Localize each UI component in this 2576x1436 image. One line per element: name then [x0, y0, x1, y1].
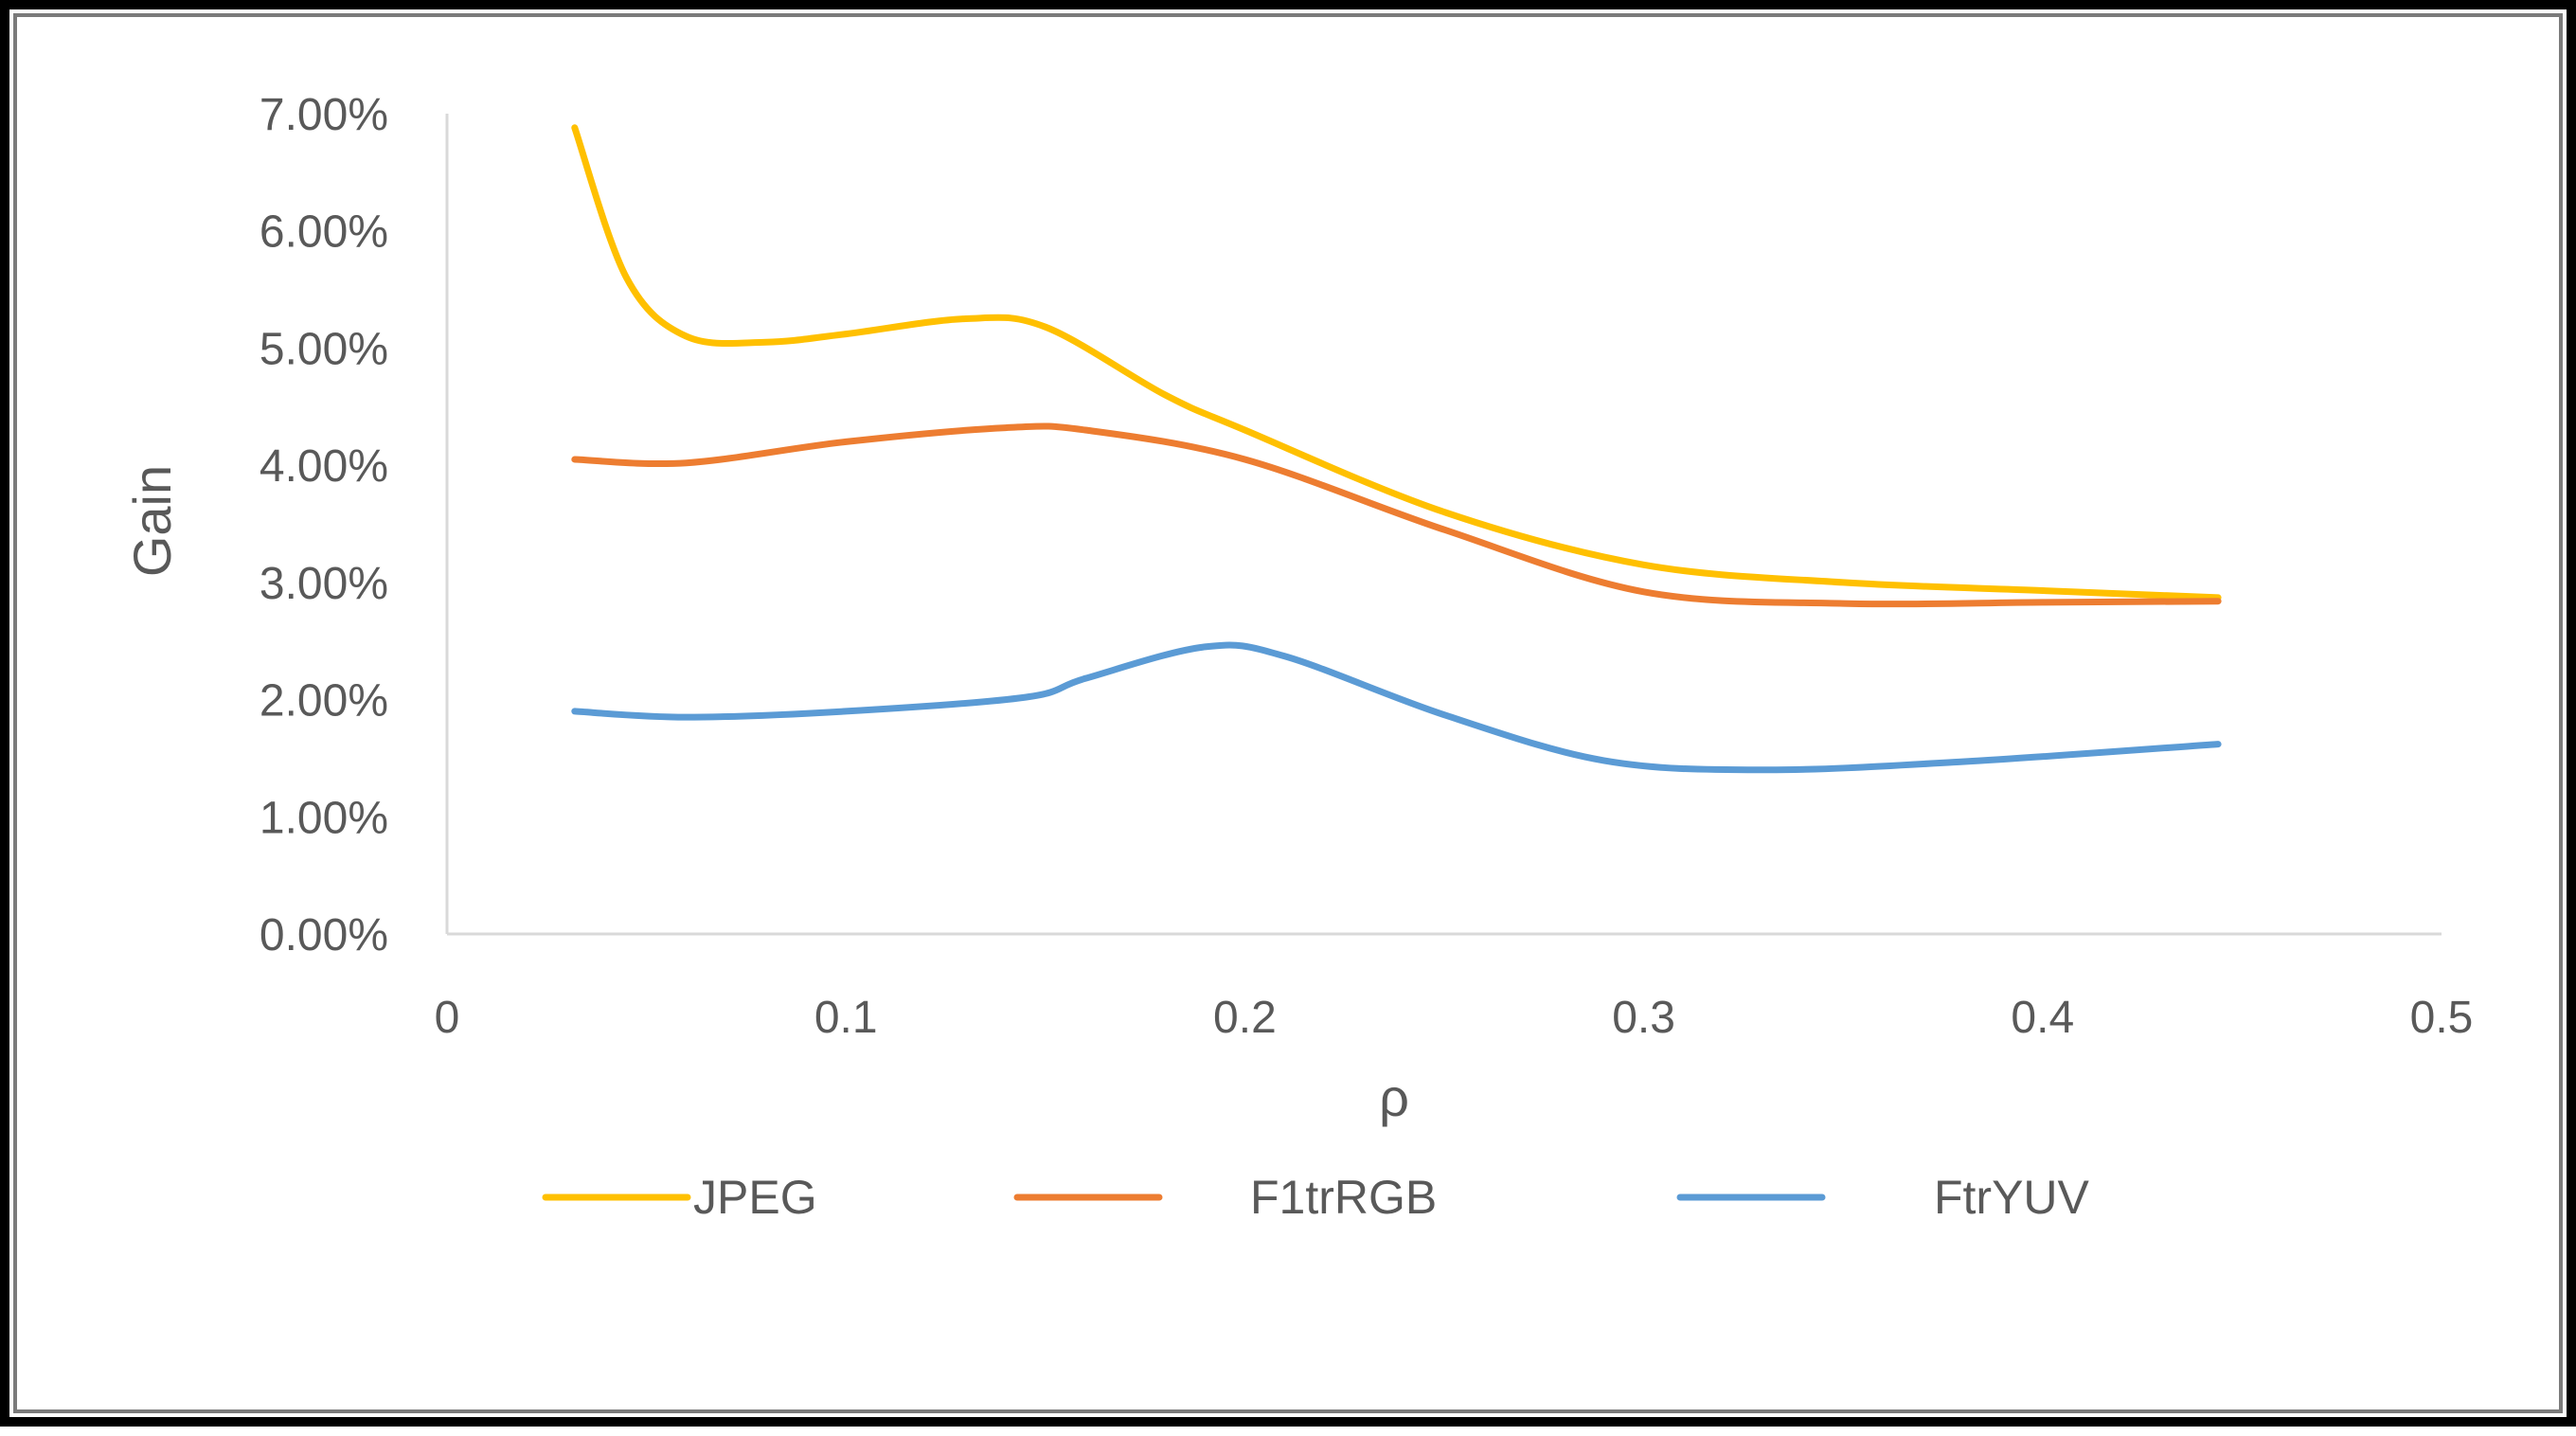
- y-axis-title: Gain: [122, 465, 182, 577]
- legend-item-f1trrgb: F1trRGB: [1013, 1171, 1437, 1224]
- y-tick-label: 1.00%: [259, 793, 388, 843]
- x-axis-tick-labels: 0 0.1 0.2 0.3 0.4 0.5: [435, 993, 2474, 1043]
- legend-item-ftryuv: FtrYUV: [1676, 1171, 2090, 1224]
- y-tick-label: 0.00%: [259, 910, 388, 960]
- legend: JPEG F1trRGB FtrYUV: [542, 1171, 2090, 1224]
- y-tick-label: 7.00%: [259, 90, 388, 140]
- x-tick-label: 0.4: [2011, 993, 2074, 1043]
- legend-item-jpeg: JPEG: [542, 1171, 817, 1224]
- x-tick-label: 0: [435, 993, 460, 1043]
- x-axis-title: ρ: [1379, 1068, 1409, 1127]
- legend-label: FtrYUV: [1934, 1171, 2090, 1224]
- series-lines: [571, 124, 2222, 774]
- x-tick-label: 0.5: [2410, 993, 2474, 1043]
- axes: [445, 114, 2442, 936]
- y-tick-label: 5.00%: [259, 324, 388, 374]
- legend-label: F1trRGB: [1250, 1171, 1437, 1224]
- series-line-ftryuv: [571, 641, 2222, 774]
- x-tick-label: 0.2: [1213, 993, 1277, 1043]
- y-tick-label: 4.00%: [259, 441, 388, 492]
- y-tick-label: 6.00%: [259, 207, 388, 258]
- series-line-f1trrgb: [571, 422, 2222, 608]
- line-chart: 0.00% 1.00% 2.00% 3.00% 4.00% 5.00% 6.00% 7.00%…: [122, 90, 2474, 1224]
- x-tick-label: 0.1: [814, 993, 878, 1043]
- series-line-jpeg: [571, 124, 2222, 601]
- x-tick-label: 0.3: [1612, 993, 1675, 1043]
- legend-label: JPEG: [693, 1171, 817, 1224]
- y-tick-label: 3.00%: [259, 559, 388, 609]
- y-tick-label: 2.00%: [259, 676, 388, 727]
- y-axis-tick-labels: 0.00% 1.00% 2.00% 3.00% 4.00% 5.00% 6.00% 7.00%: [259, 90, 388, 960]
